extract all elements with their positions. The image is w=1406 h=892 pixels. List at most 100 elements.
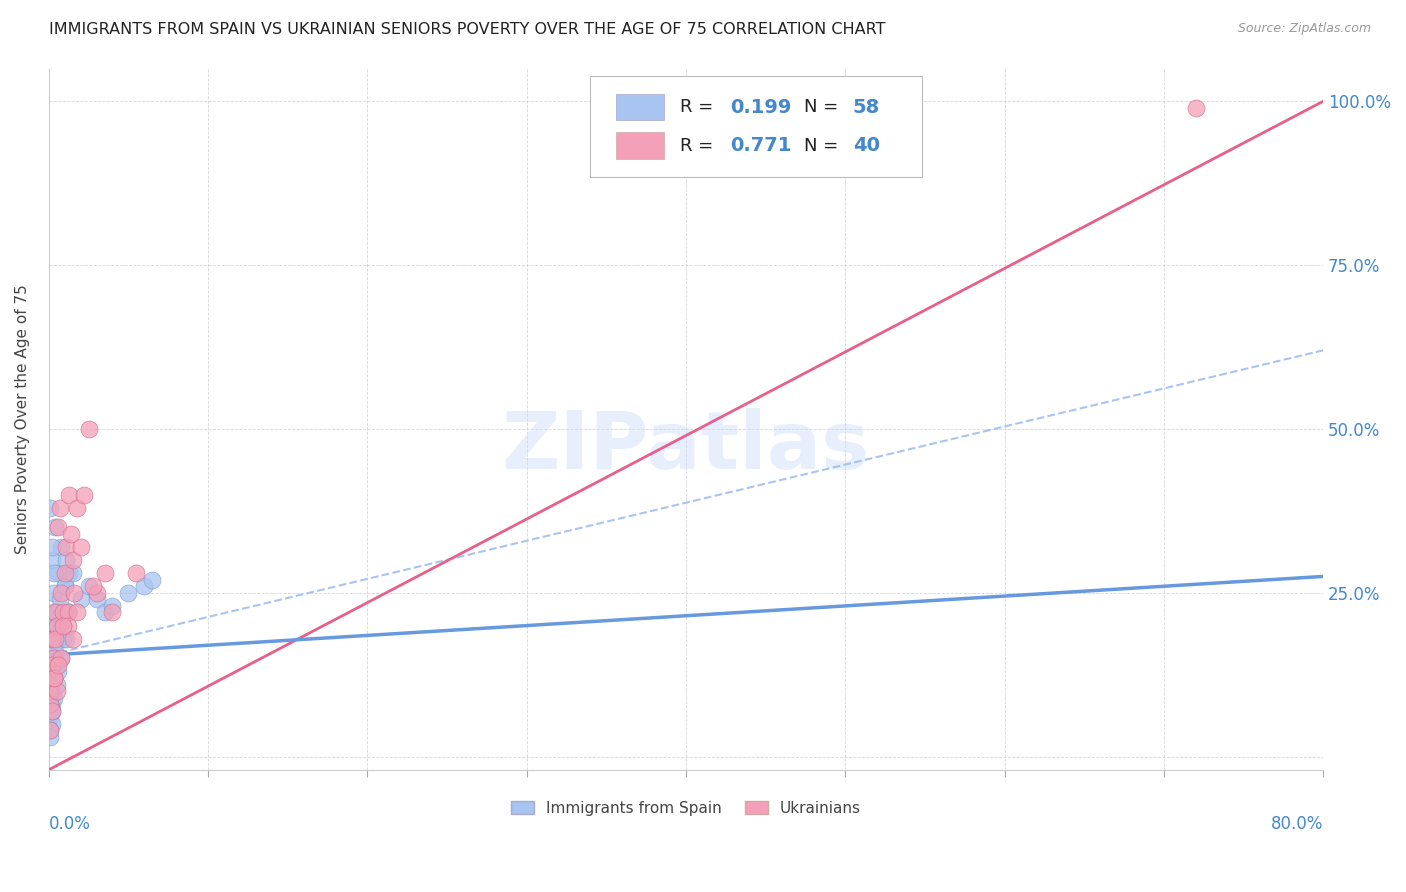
Point xyxy=(44,657,66,672)
Point xyxy=(41,651,63,665)
Point xyxy=(46,520,69,534)
Text: IMMIGRANTS FROM SPAIN VS UKRAINIAN SENIORS POVERTY OVER THE AGE OF 75 CORRELATIO: IMMIGRANTS FROM SPAIN VS UKRAINIAN SENIO… xyxy=(49,22,886,37)
Point xyxy=(52,606,75,620)
Text: Source: ZipAtlas.com: Source: ZipAtlas.com xyxy=(1237,22,1371,36)
Text: R =: R = xyxy=(679,136,718,154)
Point xyxy=(51,586,73,600)
Text: R =: R = xyxy=(679,98,718,116)
Point xyxy=(41,704,63,718)
Point xyxy=(42,566,65,581)
Point xyxy=(41,540,63,554)
Point xyxy=(39,730,62,744)
Point xyxy=(42,671,65,685)
Point xyxy=(1184,101,1206,115)
Point xyxy=(53,566,76,581)
Point xyxy=(41,657,63,672)
Point xyxy=(46,566,69,581)
Point xyxy=(86,586,108,600)
FancyBboxPatch shape xyxy=(591,76,922,178)
Point xyxy=(41,717,63,731)
Point xyxy=(77,422,100,436)
Point xyxy=(62,566,84,581)
Point xyxy=(62,553,84,567)
Text: ZIPatlas: ZIPatlas xyxy=(502,409,870,486)
Point xyxy=(44,606,66,620)
Point xyxy=(56,606,79,620)
Text: N =: N = xyxy=(804,136,845,154)
Legend: Immigrants from Spain, Ukrainians: Immigrants from Spain, Ukrainians xyxy=(505,795,868,822)
Point xyxy=(93,566,115,581)
Point xyxy=(42,690,65,705)
Point xyxy=(46,657,69,672)
Point xyxy=(82,579,104,593)
Point xyxy=(60,526,83,541)
Point xyxy=(46,665,69,679)
Point xyxy=(45,618,67,632)
Point xyxy=(39,651,62,665)
Point xyxy=(101,606,124,620)
Point xyxy=(45,606,67,620)
Point xyxy=(141,573,163,587)
Point xyxy=(58,487,80,501)
Point xyxy=(39,671,62,685)
Point xyxy=(41,657,63,672)
Point xyxy=(73,487,96,501)
Text: 0.771: 0.771 xyxy=(731,136,792,155)
Text: N =: N = xyxy=(804,98,845,116)
Point xyxy=(53,579,76,593)
Point xyxy=(86,592,108,607)
Point xyxy=(52,618,75,632)
Point xyxy=(63,586,86,600)
Point xyxy=(53,579,76,593)
Point xyxy=(44,632,66,646)
Point xyxy=(51,651,73,665)
Point xyxy=(41,704,63,718)
Point xyxy=(42,651,65,665)
Point xyxy=(44,618,66,632)
Text: 40: 40 xyxy=(853,136,880,155)
Point xyxy=(134,579,156,593)
Point xyxy=(49,592,72,607)
Point xyxy=(51,540,73,554)
Text: 0.199: 0.199 xyxy=(731,97,792,117)
Point xyxy=(58,566,80,581)
Point xyxy=(69,592,91,607)
Point xyxy=(49,500,72,515)
Y-axis label: Seniors Poverty Over the Age of 75: Seniors Poverty Over the Age of 75 xyxy=(15,285,30,554)
Point xyxy=(41,684,63,698)
Point xyxy=(42,645,65,659)
Point xyxy=(39,632,62,646)
Text: 0.0%: 0.0% xyxy=(49,815,90,833)
Point xyxy=(55,632,77,646)
Text: 80.0%: 80.0% xyxy=(1271,815,1323,833)
Point xyxy=(55,553,77,567)
Point xyxy=(101,599,124,613)
Point xyxy=(55,540,77,554)
Point xyxy=(41,697,63,711)
Point xyxy=(56,618,79,632)
Point xyxy=(42,586,65,600)
FancyBboxPatch shape xyxy=(616,132,664,159)
Point xyxy=(45,684,67,698)
Point xyxy=(39,500,62,515)
Point xyxy=(45,677,67,691)
Point xyxy=(41,632,63,646)
Point xyxy=(52,618,75,632)
Point xyxy=(117,586,139,600)
Point xyxy=(44,520,66,534)
Point xyxy=(39,723,62,738)
Point xyxy=(66,606,89,620)
Point xyxy=(49,618,72,632)
Point xyxy=(52,632,75,646)
Point xyxy=(44,618,66,632)
Point xyxy=(93,606,115,620)
Point xyxy=(39,710,62,724)
Point xyxy=(45,606,67,620)
Point xyxy=(39,723,62,738)
FancyBboxPatch shape xyxy=(616,94,664,120)
Point xyxy=(39,697,62,711)
Point xyxy=(41,553,63,567)
Point xyxy=(42,671,65,685)
Point xyxy=(62,632,84,646)
Point xyxy=(69,540,91,554)
